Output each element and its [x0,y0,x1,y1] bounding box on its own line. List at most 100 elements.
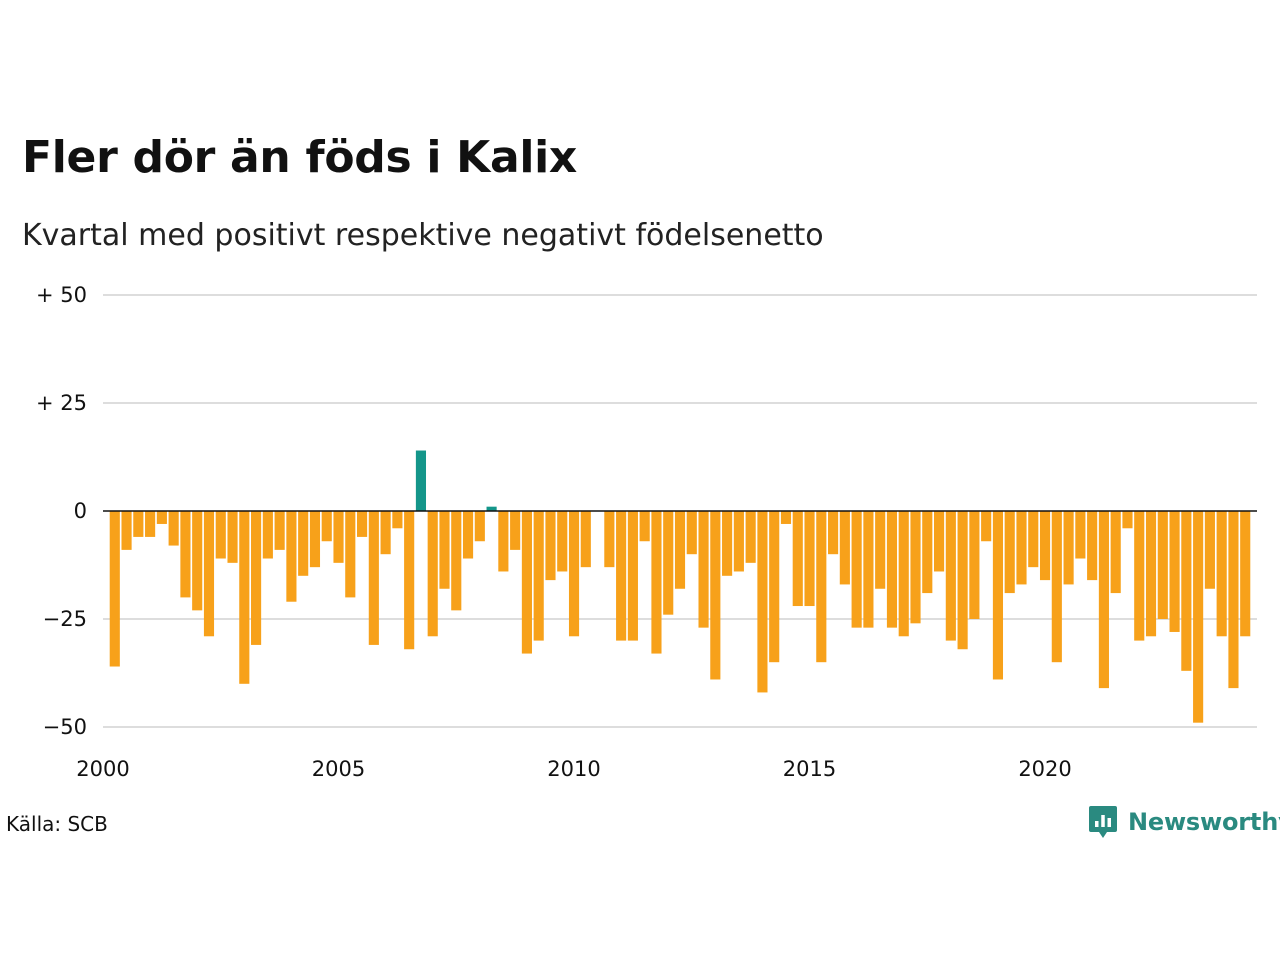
bar-negative [828,511,839,555]
bar-negative [156,511,167,524]
bar-negative [192,511,203,611]
bar-negative [274,511,285,550]
bar-negative [839,511,850,585]
bar-negative [451,511,462,611]
bar-negative [1063,511,1074,585]
chart-title: Fler dör än föds i Kalix [22,132,577,183]
bar-negative [733,511,744,572]
bar-negative [1157,511,1168,619]
bar-negative [816,511,827,663]
bar-negative [498,511,509,572]
bar-negative [510,511,521,550]
bar-negative [239,511,250,684]
bar-chart: + 50 + 25 0 −25 −50 2000 2005 2010 2015 2020 [36,283,1257,781]
bar-negative [521,511,532,654]
bar-negative [1087,511,1098,581]
x-tick-label: 2015 [783,757,836,781]
bar-negative [168,511,179,546]
bar-negative [804,511,815,607]
bar-negative [380,511,391,555]
bar-negative [616,511,627,641]
bar-negative [145,511,156,537]
bar-negative [1016,511,1027,585]
bar-negative [298,511,309,576]
bar-negative [1228,511,1239,689]
bar-negative [922,511,933,594]
bar-negative [133,511,144,537]
bar-negative [568,511,580,637]
bar-negative [404,511,415,650]
bars [109,450,1251,723]
bar-negative [745,511,756,563]
bar-negative [780,511,792,524]
gridlines [103,294,1257,728]
bar-negative [898,511,909,637]
bar-negative [1169,511,1180,632]
bar-negative [604,511,615,568]
bar-negative [981,511,992,542]
bar-negative [580,511,591,568]
bar-negative [1193,511,1204,723]
bar-negative [251,511,262,645]
bar-negative [769,511,780,663]
x-tick-label: 2005 [312,757,365,781]
brand-logo: Newsworthy [1088,804,1280,840]
bar-negative [203,511,215,637]
bar-negative [1075,511,1086,559]
bar-negative [934,511,945,572]
bar-negative [557,511,568,572]
bar-negative [1181,511,1192,671]
bar-negative [1039,511,1051,581]
bar-negative [1145,511,1157,637]
bar-negative [439,511,450,589]
y-tick-label: −50 [43,715,87,739]
bar-negative [392,511,403,529]
y-tick-label: + 50 [36,283,87,307]
bar-negative [427,511,438,637]
bar-negative [1098,511,1109,689]
x-tick-label: 2020 [1018,757,1071,781]
y-tick-label: 0 [74,499,87,523]
bar-negative [863,511,874,628]
bar-negative [1051,511,1062,663]
bar-negative [710,511,721,680]
bar-negative [286,511,297,602]
bar-negative [792,511,803,607]
bar-negative [333,511,344,563]
bar-negative [698,511,709,628]
bar-negative [474,511,485,542]
bar-negative [722,511,733,576]
bar-negative [345,511,356,598]
bar-chart-speech-bubble-icon [1089,806,1117,838]
bar-negative [227,511,238,563]
bar-negative [875,511,886,589]
bar-negative [309,511,321,568]
source-note: Källa: SCB [6,812,108,836]
x-tick-label: 2000 [76,757,129,781]
bar-negative [1004,511,1015,594]
bar-negative [663,511,674,615]
x-tick-label: 2010 [547,757,600,781]
bar-negative [1122,511,1133,529]
bar-negative [462,511,474,559]
bar-negative [945,511,956,641]
brand-name: Newsworthy [1128,808,1280,836]
y-tick-label: + 25 [36,391,87,415]
bar-negative [357,511,368,537]
bar-negative [957,511,968,650]
bar-negative [992,511,1004,680]
bar-negative [674,511,686,589]
bar-negative [910,511,921,624]
bar-negative [851,511,862,628]
bar-positive [415,450,427,511]
bar-negative [368,511,379,645]
bar-negative [1216,511,1227,637]
chart-subtitle: Kvartal med positivt respektive negativt… [22,218,824,253]
bar-negative [180,511,191,598]
bar-negative [109,511,120,667]
bar-negative [262,511,273,559]
bar-negative [121,511,132,550]
bar-negative [639,511,650,542]
bar-negative [1204,511,1215,589]
bar-negative [215,511,226,559]
